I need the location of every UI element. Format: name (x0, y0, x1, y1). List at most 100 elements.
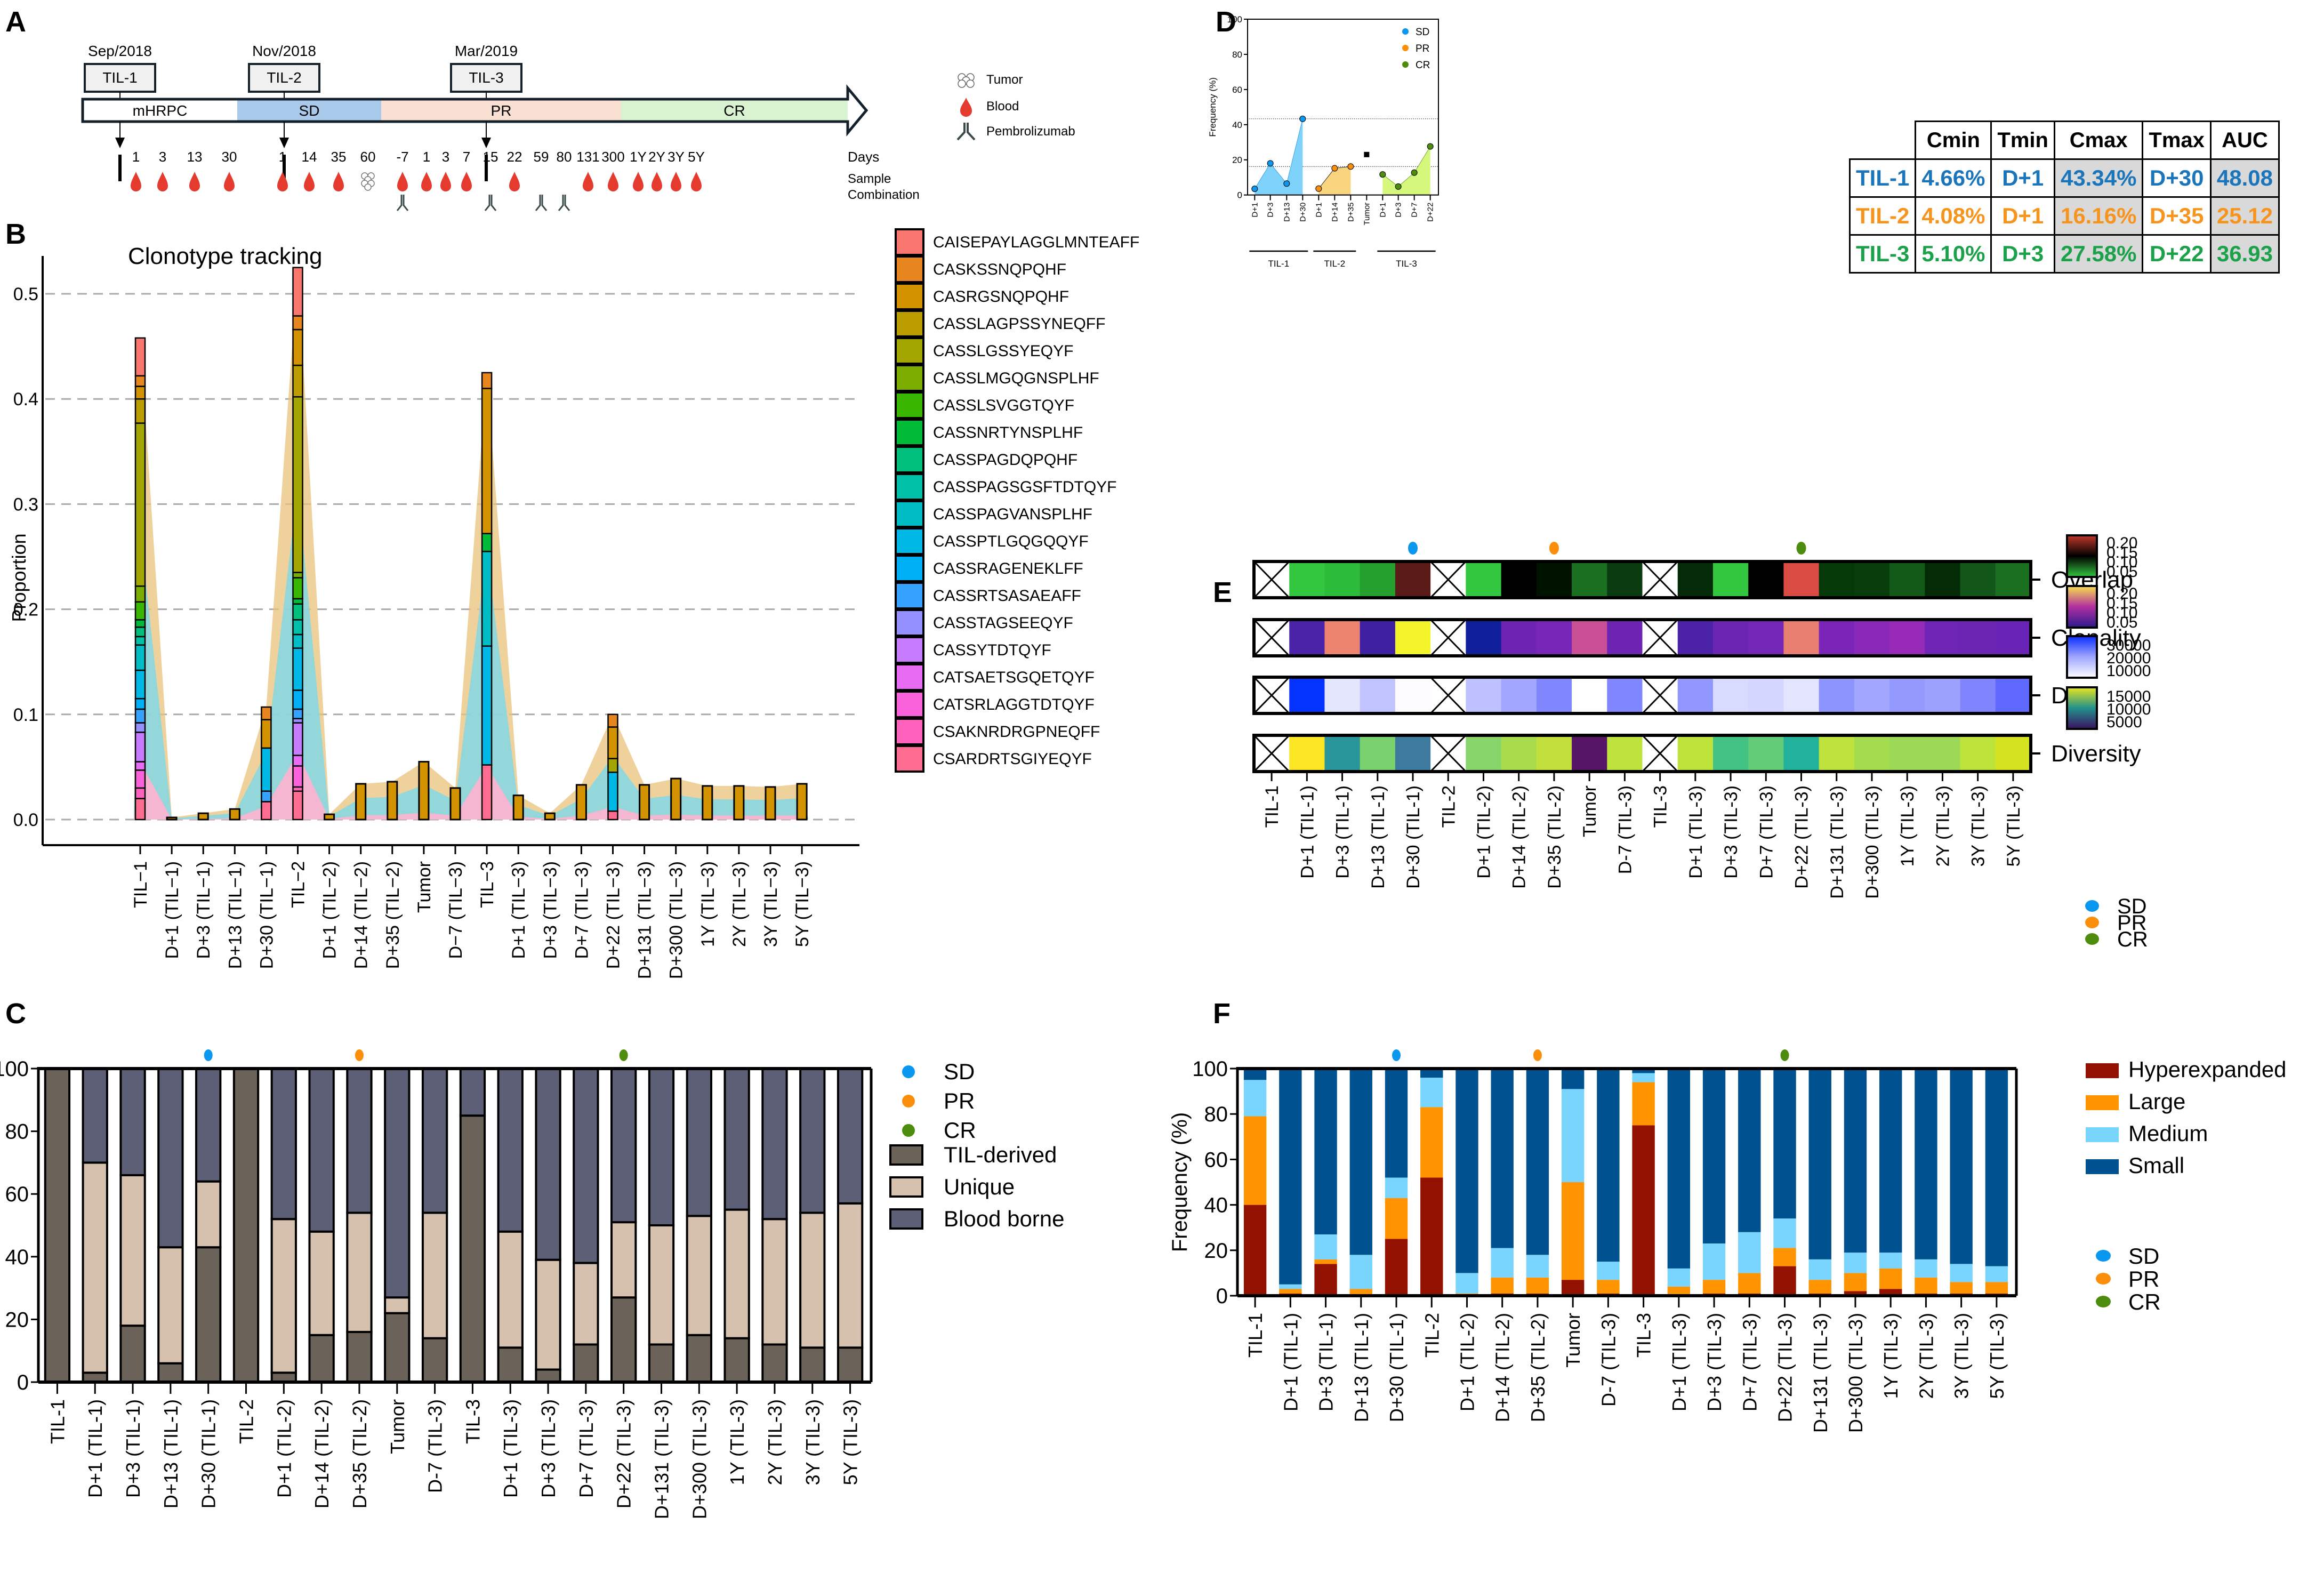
day-label: 5Y (688, 149, 705, 165)
heatmap-cell (1819, 677, 1855, 713)
y-tick-label: 0.0 (13, 810, 38, 830)
x-tick-label: 3Y (TIL-3) (1968, 785, 1989, 866)
x-tick-label: D+1 (TIL-3) (500, 1399, 521, 1498)
bar-segment-large (1985, 1282, 2008, 1294)
chart-title: Clonotype tracking (128, 243, 322, 269)
row-label: TIL-2 (1848, 196, 1917, 236)
clonotype-bar-segment (481, 550, 493, 647)
bar-segment-til-derived (761, 1343, 788, 1383)
bar-segment-medium (1597, 1262, 1620, 1280)
clonotype-bar-segment (607, 772, 618, 812)
legend-label: PR (1416, 43, 1429, 54)
blood-drop-icon (189, 172, 200, 191)
na-cross-icon (1430, 560, 1467, 599)
blood-drop-icon (440, 172, 451, 191)
clonotype-bar-segment (134, 619, 146, 628)
clonotype-bar (796, 783, 808, 821)
heatmap-cell (1712, 735, 1749, 772)
bar-segment-medium (1420, 1078, 1443, 1107)
clonotype-bar-segment (292, 708, 303, 719)
legend-label: Blood borne (944, 1206, 1065, 1231)
x-tick-label: TIL-3 (1633, 1313, 1655, 1358)
legend-dot-sd (1402, 28, 1409, 35)
series-line-cr (1382, 146, 1431, 187)
legend-label: CR (2117, 928, 2148, 951)
legend-label: CASSRAGENEKLFF (933, 560, 1083, 577)
table-cell: D+30 (2142, 158, 2212, 198)
day-label: 2Y (648, 149, 665, 165)
bar-segment-til-derived (459, 1114, 486, 1383)
legend-dot-pr (2085, 917, 2099, 928)
status-marker-pr (1533, 1049, 1542, 1061)
bar-segment-til-derived (232, 1068, 260, 1383)
til-date: Sep/2018 (88, 43, 152, 59)
x-tick-label: D+3 (TIL-1) (122, 1399, 144, 1498)
bar-segment-medium (1632, 1073, 1655, 1082)
data-point (1411, 169, 1418, 176)
bar-segment-hyperexpanded (1632, 1125, 1655, 1296)
bar-segment-medium (1808, 1259, 1831, 1280)
blood-drop-icon (608, 172, 618, 191)
table-cell: 5.10% (1915, 234, 1992, 274)
clonotype-bar (639, 784, 650, 821)
bar-segment-blood-borne (723, 1068, 750, 1211)
bar-segment-unique (346, 1211, 373, 1333)
legend-swatch (889, 1144, 923, 1166)
legend-label: CASKSSNQPQHF (933, 261, 1066, 278)
bar-segment-blood-borne (195, 1068, 222, 1183)
x-tick-label: D+3 (TIL-3) (537, 1399, 559, 1498)
x-tick-label: D+3 (1266, 203, 1275, 218)
heatmap-cell (1501, 561, 1537, 598)
bar-segment-til-derived (384, 1312, 411, 1384)
clonotype-bar-segment (481, 533, 493, 552)
clonotype-bar (702, 785, 713, 821)
status-marker-pr (1549, 542, 1559, 555)
y-tick-label: 20 (1232, 155, 1242, 165)
x-tick-label: D+3 (TIL−3) (540, 861, 560, 959)
data-point (1427, 143, 1434, 150)
bar-segment-blood-borne (837, 1068, 864, 1205)
x-tick-label: TIL-1 (1262, 785, 1282, 828)
x-tick-label: D+35 (TIL−2) (383, 861, 403, 969)
x-tick-label: D+3 (TIL−1) (194, 861, 214, 959)
clonotype-bar-segment (134, 386, 146, 400)
til-box-label: TIL-1 (102, 69, 137, 86)
bar-segment-medium (1314, 1234, 1337, 1259)
bar-segment-til-derived (573, 1343, 599, 1383)
status-marker-pr (355, 1049, 364, 1061)
heatmap-cell (1607, 677, 1643, 713)
legend-label: Small (2128, 1153, 2184, 1178)
legend-label: CASSTAGSEEQYF (933, 614, 1073, 632)
y-axis-label: Frequency (%) (1208, 77, 1218, 137)
x-tick-label: D+14 (TIL-2) (1509, 785, 1530, 889)
na-cross-icon (1642, 560, 1678, 599)
legend-label: CR (2128, 1289, 2161, 1314)
clonotype-bar-segment (481, 388, 493, 534)
legend-swatch (889, 1208, 923, 1230)
legend-swatch (2086, 1095, 2119, 1110)
x-tick-label: TIL−1 (131, 861, 151, 908)
heatmap-cell (1783, 620, 1820, 656)
heatmap-cell (1324, 735, 1361, 772)
legend-label: CR (944, 1118, 976, 1143)
table-cell: D+1 (1990, 196, 2055, 236)
x-tick-label: 2Y (TIL-3) (1933, 785, 1953, 866)
legend-label: CASSLSVGGTQYF (933, 397, 1074, 414)
bar-segment-large (1385, 1198, 1408, 1239)
panel-label-a: A (5, 6, 26, 38)
x-tick-label: TIL−2 (288, 861, 309, 908)
na-cross-icon (1430, 676, 1467, 715)
y-axis-label: Proportion (8, 533, 30, 622)
clonotype-bar-segment (134, 636, 146, 646)
bar-segment-medium (1738, 1232, 1761, 1273)
bar-segment-unique (761, 1218, 788, 1346)
clonotype-bar-segment (292, 603, 303, 621)
bar-segment-medium (1526, 1255, 1549, 1278)
heatmap-cell (1819, 561, 1855, 598)
day-label: 14 (302, 149, 317, 165)
heatmap-cell (1360, 735, 1396, 772)
bar-segment-medium (1385, 1177, 1408, 1198)
heatmap-cell (1395, 735, 1431, 772)
legend-dot-sd (902, 1065, 915, 1078)
bar-segment-small (1844, 1069, 1867, 1253)
